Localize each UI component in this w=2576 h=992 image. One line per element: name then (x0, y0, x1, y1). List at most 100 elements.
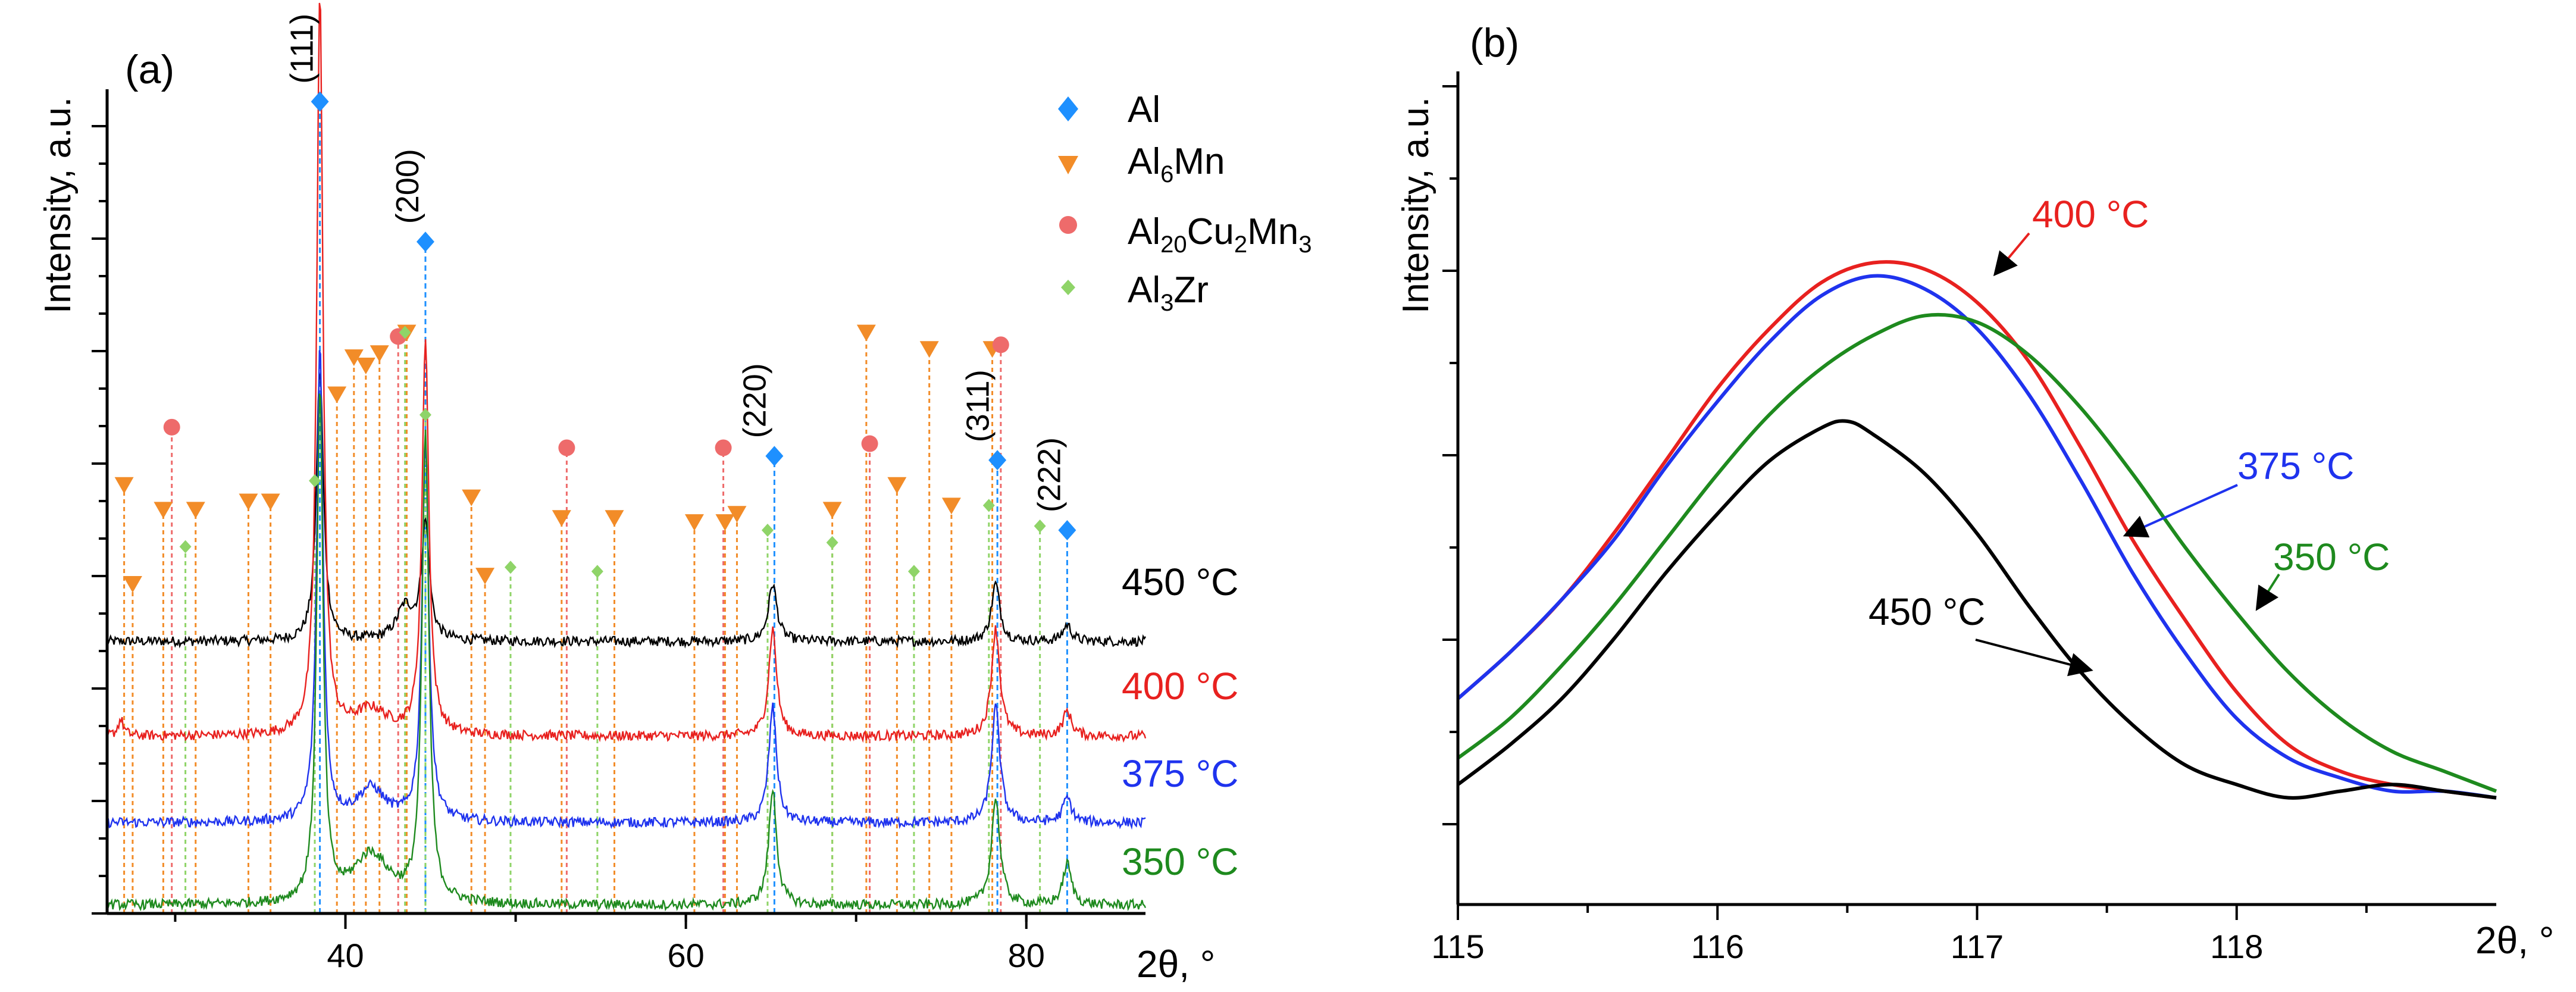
peak-profiles (1456, 260, 2497, 800)
marker-al6mn (462, 489, 481, 506)
series-label-375: 375 °C (1122, 752, 1238, 795)
panel-a: 40 60 80 (a) Intensity, a.u. 2θ, ° (111) (2… (37, 2, 1312, 985)
marker-al3zr (504, 561, 517, 574)
marker-al6mn (552, 510, 571, 527)
profile-line-350 (1457, 312, 2497, 793)
marker-al6mn (114, 477, 134, 494)
marker-al6mn (356, 357, 375, 374)
marker-al6mn (154, 502, 173, 519)
legend-marker-al6mn (1058, 156, 1078, 174)
xrd-patterns (106, 2, 1147, 912)
profile-line-375 (1456, 274, 2497, 800)
x-axis-label-b: 2θ, ° (2475, 919, 2554, 962)
marker-al3zr (309, 474, 321, 487)
marker-al6mn (370, 345, 389, 362)
marker-al6mn (123, 576, 142, 593)
y-axis-label-b: Intensity, a.u. (1395, 97, 1436, 314)
marker-al20cu2mn3 (992, 336, 1009, 353)
legend: Al Al6Mn Al20Cu2Mn3 Al3Zr (1058, 89, 1312, 316)
legend-label-al3zr: Al3Zr (1128, 270, 1209, 316)
marker-al6mn (475, 568, 495, 585)
marker-al6mn (239, 493, 258, 511)
x-tick-label: 40 (327, 937, 364, 974)
series-label-350: 350 °C (1122, 840, 1238, 883)
marker-al6mn (727, 506, 747, 523)
peak-label: (111) (284, 14, 320, 84)
legend-label-al6mn: Al6Mn (1128, 141, 1225, 187)
profile-line-400 (1456, 260, 2497, 800)
annotation-arrow-350 (2255, 573, 2280, 611)
annotation-arrow-375 (2123, 484, 2238, 538)
legend-marker-al3zr (1061, 280, 1075, 295)
marker-al3zr (826, 536, 838, 549)
x-tick-label-b: 115 (1431, 928, 1484, 965)
marker-al6mn (887, 477, 907, 494)
marker-al3zr (179, 540, 192, 553)
marker-al3zr (761, 523, 774, 537)
x-tick-label: 80 (1008, 937, 1045, 974)
y-ticks-b (1442, 85, 1458, 825)
annotation-arrow-400 (1993, 232, 2030, 277)
marker-al3zr (982, 499, 995, 512)
legend-marker-al (1058, 96, 1078, 121)
marker-al6mn (344, 349, 364, 367)
peak-label: (200) (390, 149, 425, 224)
marker-al (988, 450, 1007, 471)
marker-al20cu2mn3 (163, 418, 180, 436)
y-ticks (92, 125, 107, 915)
legend-label-al20cu2mn3: Al20Cu2Mn3 (1128, 211, 1312, 258)
marker-al6mn (327, 386, 347, 403)
marker-al6mn (822, 502, 842, 519)
annotation-350: 350 °C (2273, 536, 2390, 578)
reference-markers (114, 91, 1076, 593)
marker-al (765, 446, 784, 467)
panel-label-b: (b) (1470, 20, 1519, 65)
panel-label-a: (a) (125, 47, 174, 92)
peak-label: (220) (737, 363, 773, 438)
legend-marker-al20cu2mn3 (1059, 216, 1077, 234)
series-line-375 (107, 350, 1146, 830)
marker-al6mn (941, 497, 961, 515)
peak-label: (222) (1031, 437, 1067, 512)
marker-al (1058, 520, 1076, 540)
x-ticks-b: 115 116 117 118 (1431, 905, 2368, 965)
x-tick-label-b: 117 (1951, 928, 2004, 965)
peak-label: (311) (960, 370, 996, 442)
marker-al20cu2mn3 (558, 439, 575, 456)
marker-al3zr (419, 408, 431, 422)
series-line-350 (106, 393, 1147, 912)
marker-al6mn (715, 514, 735, 531)
x-tick-label-b: 116 (1691, 928, 1744, 965)
marker-al6mn (261, 493, 280, 511)
annotation-450: 450 °C (1868, 590, 1985, 633)
marker-al6mn (684, 514, 704, 531)
marker-al3zr (399, 326, 411, 339)
legend-label-al: Al (1128, 89, 1160, 130)
marker-al6mn (856, 324, 876, 342)
x-ticks: 40 60 80 (174, 913, 1045, 974)
series-line-450 (106, 373, 1147, 649)
marker-al20cu2mn3 (861, 435, 878, 452)
marker-al6mn (186, 502, 205, 519)
marker-al (416, 231, 434, 252)
reference-lines (123, 101, 1068, 913)
marker-al6mn (919, 341, 939, 358)
series-label-400: 400 °C (1122, 665, 1238, 708)
y-axis-label: Intensity, a.u. (37, 97, 79, 314)
x-tick-label: 60 (667, 937, 704, 974)
profile-line-450 (1457, 419, 2497, 800)
marker-al3zr (907, 565, 920, 578)
marker-al3zr (1034, 520, 1046, 533)
series-label-450: 450 °C (1122, 561, 1238, 603)
marker-al3zr (591, 565, 603, 578)
annotation-375: 375 °C (2237, 445, 2354, 487)
annotation-400: 400 °C (2032, 193, 2149, 236)
x-tick-label-b: 118 (2210, 928, 2263, 965)
panel-b: 115 116 117 118 (b) Intensity, a.u. 2θ, ° 4… (1395, 20, 2554, 965)
marker-al (311, 91, 329, 112)
marker-al20cu2mn3 (715, 439, 732, 456)
x-axis-label: 2θ, ° (1137, 943, 1215, 985)
annotation-arrow-450 (1975, 639, 2093, 677)
marker-al6mn (605, 510, 624, 527)
